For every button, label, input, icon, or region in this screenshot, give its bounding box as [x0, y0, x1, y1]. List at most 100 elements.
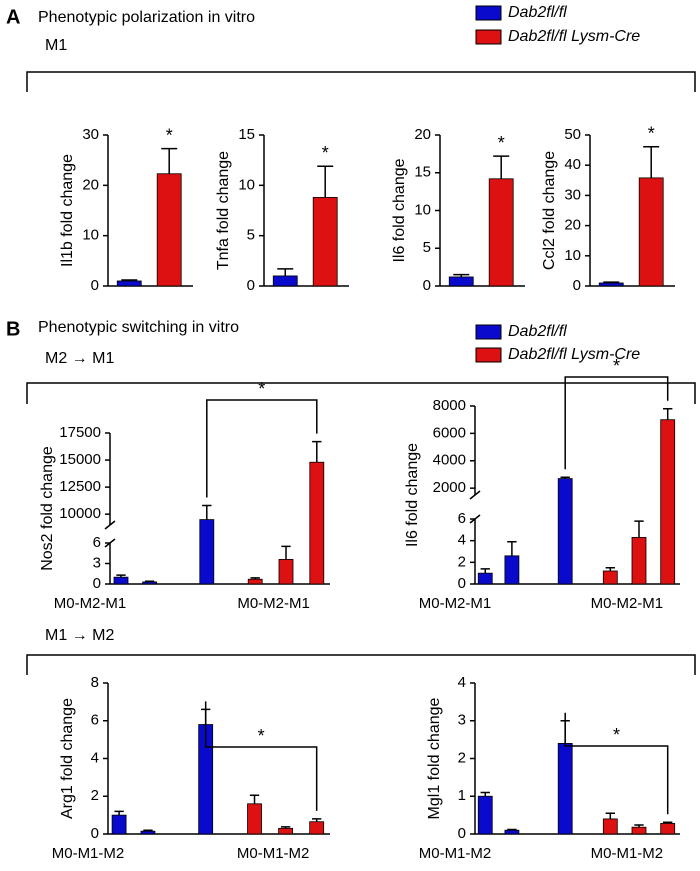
group-bracket: [26, 654, 696, 675]
bar: [116, 280, 142, 287]
y-tick-label: 2: [91, 787, 99, 804]
y-tick-label: 6000: [433, 424, 466, 441]
bar: [309, 821, 325, 835]
bar: [477, 795, 493, 835]
bar: [199, 519, 215, 585]
bar: [142, 581, 158, 585]
significance-bracket: [564, 376, 669, 470]
bar: [660, 823, 676, 835]
y-tick-label: 6: [93, 534, 101, 551]
y-tick-label: 0: [247, 277, 255, 294]
y-tick-label: 0: [91, 825, 99, 842]
bar: [247, 803, 262, 835]
legend-label: Dab2fl/fl: [508, 4, 567, 21]
bar: [602, 570, 618, 585]
panel-subtitle: M1 → M2: [45, 627, 114, 644]
significance: *: [498, 133, 505, 153]
x-group-label: M0-M2-M1: [54, 595, 127, 612]
y-tick-label: 15000: [59, 451, 101, 468]
y-tick-label: 10: [82, 227, 99, 244]
bar: [312, 197, 338, 287]
panel-title: Phenotypic polarization in vitro: [38, 9, 255, 26]
error-bar: [453, 273, 470, 277]
bar: [113, 576, 129, 585]
x-group-label: M0-M2-M1: [419, 595, 492, 612]
x-group-label: M0-M1-M2: [52, 845, 125, 862]
bar: [631, 826, 647, 835]
error-bar: [281, 545, 291, 560]
significance: *: [322, 143, 329, 163]
legend-label: Dab2fl/fl Lysm-Cre: [508, 346, 640, 363]
bar: [557, 743, 573, 835]
error-bar: [143, 829, 153, 832]
panel-title: Phenotypic switching in vitro: [38, 319, 239, 336]
error-bar: [202, 504, 212, 520]
y-axis-label: Ccl2 fold change: [541, 151, 558, 270]
bar: [140, 830, 156, 835]
bar: [309, 461, 325, 585]
panel-label: A: [6, 6, 20, 28]
y-axis-label: Il6 fold change: [404, 443, 421, 547]
axis-break: [469, 490, 481, 524]
error-bar: [114, 810, 124, 816]
y-tick-label: 5: [423, 239, 431, 256]
y-tick-label: 4: [458, 532, 466, 549]
y-tick-label: 20: [82, 176, 99, 193]
bar: [504, 829, 520, 835]
x-group-label: M0-M2-M1: [591, 595, 664, 612]
error-bar: [480, 791, 490, 797]
y-tick-label: 6: [91, 712, 99, 729]
y-tick-label: 3: [458, 712, 466, 729]
y-tick-label: 0: [423, 277, 431, 294]
error-bar: [317, 165, 334, 198]
x-group-label: M0-M1-M2: [591, 845, 664, 862]
significance: *: [166, 125, 173, 145]
significance: *: [258, 726, 265, 746]
error-bar: [312, 818, 322, 822]
y-tick-label: 0: [458, 825, 466, 842]
panel-subtitle: M2 → M1: [45, 350, 114, 367]
error-bar: [116, 574, 126, 578]
y-tick-label: 30: [564, 186, 581, 203]
bar: [272, 275, 298, 287]
error-bar: [663, 407, 673, 420]
legend-swatch: [475, 29, 502, 45]
error-bar: [605, 567, 615, 571]
bar: [638, 177, 664, 287]
error-bar: [277, 268, 294, 276]
error-bar: [507, 541, 517, 556]
y-tick-label: 20: [414, 126, 431, 143]
significance: *: [613, 725, 620, 745]
error-bar: [560, 476, 570, 479]
legend-swatch: [475, 347, 502, 363]
y-tick-label: 10: [564, 247, 581, 264]
y-axis-label: Arg1 fold change: [59, 698, 76, 819]
legend-swatch: [475, 324, 502, 340]
error-bar: [161, 147, 178, 174]
y-axis-label: Tnfa fold change: [215, 151, 232, 270]
y-tick-label: 50: [564, 126, 581, 143]
bar: [602, 818, 618, 835]
bar: [631, 537, 647, 585]
bar: [557, 478, 573, 585]
bar: [448, 276, 474, 287]
legend-label: Dab2fl/fl Lysm-Cre: [508, 28, 640, 45]
bar: [156, 173, 182, 287]
significance-bracket: [206, 399, 318, 498]
y-tick-label: 0: [91, 277, 99, 294]
bar: [477, 572, 493, 585]
y-axis-label: Il1b fold change: [59, 154, 76, 267]
bar: [278, 559, 294, 585]
y-tick-label: 4: [91, 749, 99, 766]
x-group-label: M0-M1-M2: [237, 845, 310, 862]
error-bar: [312, 440, 322, 463]
significance: *: [258, 379, 265, 399]
y-tick-label: 1: [458, 787, 466, 804]
significance-bracket: [564, 712, 669, 815]
y-tick-label: 5: [247, 227, 255, 244]
error-bar: [507, 828, 517, 831]
y-tick-label: 4: [458, 674, 466, 691]
y-tick-label: 15: [414, 164, 431, 181]
y-tick-label: 0: [93, 575, 101, 592]
